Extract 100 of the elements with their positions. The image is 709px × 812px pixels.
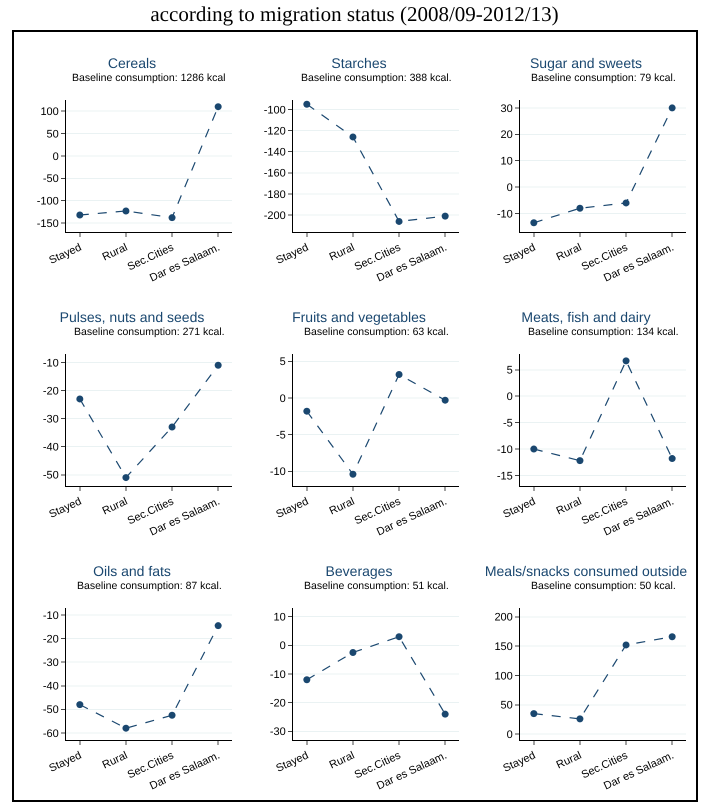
y-tick-label: -160	[264, 168, 286, 180]
x-tick-label: Rural	[100, 750, 130, 772]
point	[76, 701, 84, 708]
point	[622, 641, 630, 648]
y-tick-label: 200	[494, 612, 513, 624]
point	[396, 218, 403, 225]
y-tick-label: 0	[506, 391, 513, 404]
y-tick-label: -40	[42, 680, 59, 693]
y-tick-label: -40	[42, 442, 59, 454]
point	[576, 204, 584, 212]
y-tick-label: -10	[42, 357, 59, 370]
point	[622, 199, 630, 206]
chart-title: Starches	[331, 54, 387, 71]
chart-title: Cereals	[108, 54, 156, 71]
point	[168, 424, 176, 431]
y-tick-label: -100	[264, 104, 286, 116]
y-tick-label: 0	[280, 640, 286, 652]
point	[214, 103, 222, 110]
point	[576, 457, 584, 464]
y-tick-label: 50	[500, 700, 513, 712]
point	[530, 219, 538, 226]
chart-subtitle: Baseline consumption: 50 kcal.	[531, 580, 676, 592]
chart-title: Pulses, nuts and seeds	[60, 308, 204, 325]
point	[668, 104, 676, 112]
y-tick-label: -180	[264, 188, 286, 201]
y-tick-label: 5	[280, 356, 286, 368]
x-tick-label: Rural	[554, 750, 584, 772]
y-tick-label: -50	[42, 173, 59, 186]
x-tick-label: Rural	[328, 750, 357, 772]
point	[530, 446, 538, 453]
y-tick-label: -30	[42, 657, 59, 670]
chart-subtitle: Baseline consumption: 1286 kcal	[72, 72, 226, 84]
y-tick-label: -30	[42, 413, 59, 426]
text: according to migration status (2008/09-2012/13)	[149, 2, 560, 27]
point	[122, 207, 130, 214]
chart-subtitle: Baseline consumption: 87 kcal.	[77, 580, 222, 592]
chart-subtitle: Baseline consumption: 63 kcal.	[304, 326, 449, 338]
point	[442, 212, 449, 220]
point	[122, 724, 130, 732]
y-tick-label: -100	[36, 196, 59, 208]
point	[303, 100, 310, 108]
y-tick-label: -10	[42, 610, 59, 622]
y-tick-label: 100	[40, 106, 59, 118]
point	[668, 633, 676, 640]
point	[76, 212, 84, 218]
y-tick-label: -20	[42, 385, 59, 398]
chart-title: Meats, fish and dairy	[521, 308, 651, 325]
point	[168, 712, 176, 719]
point	[530, 710, 538, 718]
y-tick-label: -60	[42, 728, 59, 740]
point	[349, 470, 356, 478]
y-tick-label: 5	[506, 364, 513, 377]
y-tick-label: 0	[506, 182, 513, 194]
point	[396, 633, 403, 640]
x-tick-label: Rural	[328, 242, 357, 264]
y-tick-label: 10	[500, 156, 513, 168]
chart-title: Sugar and sweets	[530, 54, 642, 71]
x-tick-label: Rural	[328, 496, 357, 518]
y-tick-label: -10	[270, 466, 286, 478]
x-tick-label: Rural	[554, 496, 584, 518]
chart-subtitle: Baseline consumption: 51 kcal.	[304, 580, 449, 592]
y-tick-label: 150	[494, 640, 513, 653]
point	[76, 395, 84, 402]
y-tick-label: 10	[274, 611, 286, 624]
point	[442, 710, 449, 718]
point	[576, 715, 584, 722]
x-tick-label: Rural	[554, 242, 584, 264]
x-tick-label: Rural	[100, 496, 130, 518]
y-tick-label: -10	[270, 668, 286, 681]
y-tick-label: 0	[506, 728, 513, 741]
point	[349, 133, 356, 140]
chart-subtitle: Baseline consumption: 79 kcal.	[531, 72, 676, 84]
y-tick-label: -150	[36, 218, 59, 230]
y-tick-label: 0	[280, 392, 286, 405]
x-tick-label: Rural	[100, 242, 130, 264]
point	[668, 455, 676, 462]
chart-title: Fruits and vegetables	[292, 308, 426, 325]
y-tick-label: -200	[264, 210, 286, 222]
chart-subtitle: Baseline consumption: 271 kcal.	[74, 326, 225, 338]
y-tick-label: 100	[494, 670, 513, 682]
y-tick-label: -20	[42, 633, 59, 646]
point	[214, 362, 222, 369]
y-tick-label: 30	[500, 102, 513, 115]
chart-title: Beverages	[326, 562, 392, 579]
y-tick-label: 0	[52, 150, 59, 163]
chart-subtitle: Baseline consumption: 134 kcal.	[528, 326, 679, 338]
point	[349, 648, 356, 656]
chart-subtitle: Baseline consumption: 388 kcal.	[301, 72, 452, 84]
y-tick-label: -50	[42, 704, 59, 716]
y-tick-label: -15	[496, 470, 513, 482]
y-tick-label: -5	[503, 417, 513, 430]
point	[396, 371, 403, 378]
y-tick-label: -140	[264, 146, 286, 159]
y-tick-label: -120	[264, 125, 286, 138]
y-tick-label: -5	[276, 430, 286, 442]
y-tick-label: -10	[496, 444, 513, 456]
point	[303, 408, 310, 415]
point	[622, 357, 630, 364]
y-tick-label: -10	[496, 208, 513, 220]
chart-title: Meals/snacks consumed outside	[484, 562, 688, 579]
